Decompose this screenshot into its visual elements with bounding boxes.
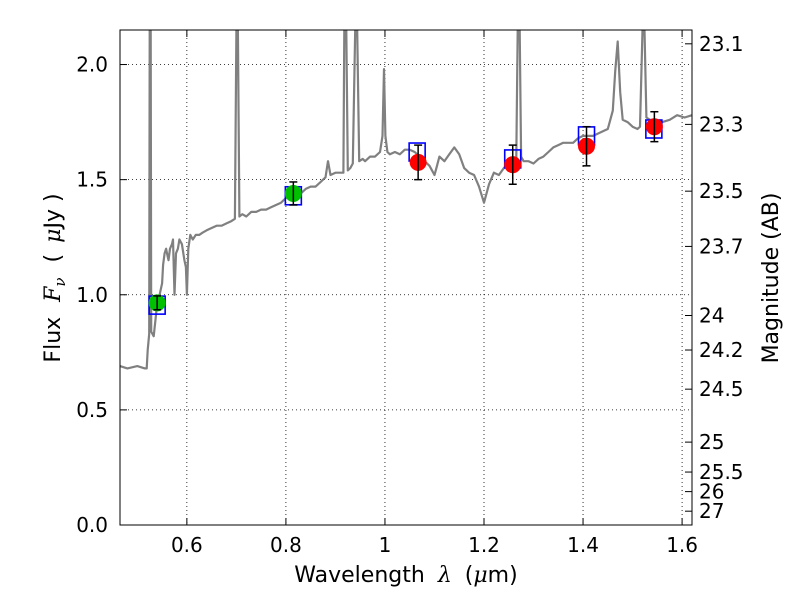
y2-tick-label: 25	[699, 430, 724, 454]
x-axis-label: Wavelength λ (μm)	[294, 563, 517, 588]
y2-tick-label: 25.5	[699, 460, 744, 484]
plot-frame	[119, 29, 693, 526]
observed-point	[409, 144, 427, 181]
y-tick-label: 1.5	[76, 168, 108, 192]
y2-tick-label: 23.3	[699, 112, 744, 136]
observed-point	[284, 181, 302, 206]
y2-axis-label: Magnitude (AB)	[759, 193, 784, 364]
x-axis-ticks: 0.6 0.8 1 1.2 1.4 1.6	[171, 30, 698, 557]
plot-area	[120, 30, 692, 370]
y2-tick-label: 24.5	[699, 377, 744, 401]
y2-tick-label: 26	[699, 480, 724, 504]
y2-tick-label: 24	[699, 303, 724, 327]
y-tick-label: 0.5	[76, 398, 108, 422]
y-tick-label: 0.0	[76, 513, 108, 537]
y-tick-label: 2.0	[76, 53, 108, 77]
x-tick-label: 0.6	[171, 533, 203, 557]
observed-point	[645, 110, 663, 143]
observed-point	[504, 144, 522, 186]
x-tick-label: 1.2	[468, 533, 500, 557]
model-sed-line	[120, 30, 692, 370]
x-tick-label: 1.4	[567, 533, 599, 557]
observed-point	[148, 294, 166, 312]
x-tick-label: 1	[379, 533, 392, 557]
observed-photometry	[148, 110, 663, 312]
x-tick-label: 1.6	[666, 533, 698, 557]
y2-tick-label: 23.7	[699, 234, 744, 258]
y-axis-ticks: 0.0 0.5 1.0 1.5 2.0	[76, 53, 127, 537]
y2-tick-label: 23.1	[699, 32, 744, 56]
y2-tick-label: 24.2	[699, 338, 744, 362]
y-axis-label: Flux Fν ( μJy )	[41, 193, 71, 362]
grid-lines	[120, 30, 692, 526]
observed-point	[578, 125, 596, 167]
y-tick-label: 1.0	[76, 283, 108, 307]
y2-tick-label: 23.5	[699, 179, 744, 203]
y2-tick-label: 27	[699, 499, 724, 523]
x-tick-label: 0.8	[270, 533, 302, 557]
